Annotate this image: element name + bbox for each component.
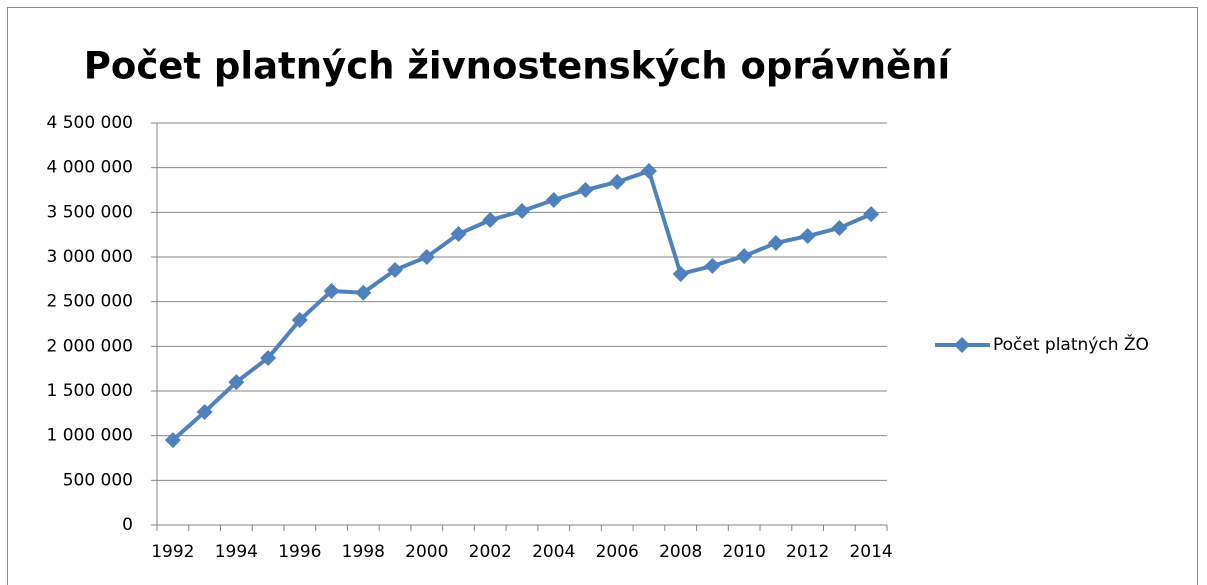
y-tick-label: 2 500 000 (46, 292, 133, 312)
data-point (450, 226, 467, 243)
y-tick-label: 4 500 000 (46, 113, 133, 133)
y-tick-label: 4 000 000 (46, 158, 133, 178)
data-point (387, 261, 404, 278)
x-tick-label: 1998 (342, 542, 385, 562)
data-point (672, 265, 689, 282)
data-point (767, 234, 784, 251)
x-tick-label: 1994 (215, 542, 258, 562)
data-point (831, 219, 848, 236)
chart-frame (7, 7, 1198, 585)
y-tick-label: 2 000 000 (46, 336, 133, 356)
x-tick-label: 1996 (278, 542, 321, 562)
y-tick-label: 500 000 (63, 470, 133, 490)
y-tick-label: 1 500 000 (46, 381, 133, 401)
data-point (799, 228, 816, 245)
y-tick-label: 3 500 000 (46, 202, 133, 222)
y-tick-label: 3 000 000 (46, 247, 133, 267)
x-tick-label: 2010 (723, 542, 766, 562)
data-point (545, 192, 562, 209)
x-tick-label: 2012 (786, 542, 829, 562)
data-point (291, 311, 308, 328)
legend-label: Počet platných ŽO (993, 333, 1149, 355)
x-tick-label: 2014 (849, 542, 892, 562)
y-tick-label: 0 (122, 515, 133, 535)
x-tick-label: 2004 (532, 542, 575, 562)
data-point (355, 284, 372, 301)
data-point (260, 349, 277, 366)
data-point (863, 206, 880, 223)
data-point (418, 249, 435, 265)
data-point (228, 374, 245, 391)
data-point (609, 173, 626, 190)
x-tick-label: 2002 (469, 542, 512, 562)
x-tick-label: 2000 (405, 542, 448, 562)
x-tick-label: 1992 (151, 542, 194, 562)
data-point (514, 202, 530, 219)
data-point (704, 257, 721, 274)
x-tick-label: 2006 (596, 542, 639, 562)
data-point (736, 248, 753, 265)
chart-title: Počet platných živnostenských oprávnění (84, 45, 953, 88)
data-point (640, 163, 657, 180)
data-point (196, 403, 213, 420)
y-tick-label: 1 000 000 (46, 426, 133, 446)
legend-marker (954, 337, 970, 353)
data-point (482, 212, 499, 229)
data-point (577, 182, 594, 198)
data-point (323, 282, 340, 299)
data-point (164, 432, 181, 449)
x-tick-label: 2008 (659, 542, 702, 562)
